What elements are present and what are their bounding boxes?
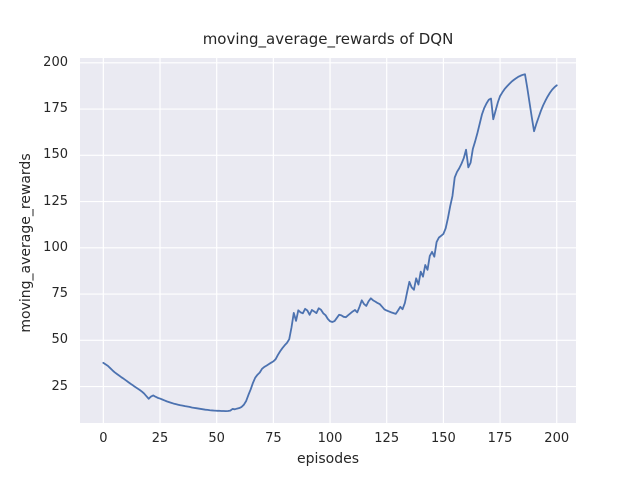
x-tick-label: 25 <box>151 431 169 446</box>
y-tick-label: 125 <box>43 193 68 209</box>
y-tick-label: 175 <box>43 101 68 117</box>
x-tick-label: 175 <box>487 431 513 446</box>
x-tick-label: 125 <box>374 431 400 446</box>
y-tick-label: 50 <box>51 332 68 348</box>
y-tick-label: 150 <box>43 147 68 163</box>
x-tick-label: 0 <box>99 431 108 446</box>
y-tick-label: 25 <box>51 378 68 394</box>
x-tick-label: 50 <box>208 431 225 446</box>
plot-area <box>80 58 576 423</box>
y-tick-label: 200 <box>43 54 68 70</box>
reward-line <box>102 73 558 413</box>
chart-title: moving_average_rewards of DQN <box>202 30 454 48</box>
y-tick-label: 75 <box>51 286 68 302</box>
x-tick-label: 100 <box>317 431 343 446</box>
plot-background <box>80 58 576 423</box>
y-tick-label: 100 <box>43 239 68 255</box>
x-tick-label: 75 <box>265 431 282 446</box>
x-axis-label: episodes <box>296 451 360 467</box>
x-tick-label: 200 <box>544 431 570 446</box>
line-chart <box>80 58 576 423</box>
x-tick-label: 150 <box>430 431 456 446</box>
